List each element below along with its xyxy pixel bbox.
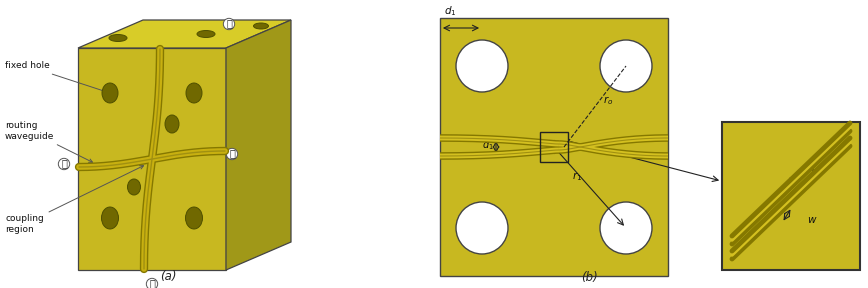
- Bar: [722, 122, 860, 270]
- Text: ③: ③: [226, 20, 232, 29]
- Polygon shape: [226, 20, 291, 270]
- Text: $r_1$: $r_1$: [572, 170, 582, 183]
- Bar: [440, 18, 668, 276]
- Text: coupling
region: coupling region: [5, 166, 143, 234]
- Polygon shape: [78, 20, 291, 48]
- Ellipse shape: [165, 115, 179, 133]
- Text: ②: ②: [229, 149, 235, 158]
- Text: $d_1$: $d_1$: [483, 138, 494, 152]
- Circle shape: [456, 202, 508, 254]
- Ellipse shape: [253, 23, 268, 29]
- Text: $d_2$: $d_2$: [555, 140, 567, 154]
- Ellipse shape: [186, 83, 202, 103]
- Text: $l$: $l$: [810, 166, 815, 178]
- Text: routing
waveguide: routing waveguide: [5, 121, 93, 162]
- Text: (b): (b): [581, 271, 597, 284]
- Polygon shape: [78, 48, 226, 270]
- Text: fixed hole: fixed hole: [5, 62, 106, 92]
- Ellipse shape: [197, 31, 215, 37]
- Ellipse shape: [109, 35, 127, 41]
- Bar: [540, 132, 568, 162]
- Circle shape: [456, 40, 508, 92]
- Text: ④: ④: [61, 160, 67, 168]
- Ellipse shape: [186, 207, 202, 229]
- Ellipse shape: [102, 83, 118, 103]
- Text: $d_1$: $d_1$: [444, 4, 457, 18]
- Text: ①: ①: [149, 279, 155, 288]
- Circle shape: [600, 40, 652, 92]
- Text: (a): (a): [160, 270, 176, 283]
- Ellipse shape: [102, 207, 119, 229]
- Text: $r_o$: $r_o$: [603, 94, 614, 107]
- Circle shape: [600, 202, 652, 254]
- Text: $w$: $w$: [807, 215, 818, 225]
- Ellipse shape: [128, 179, 141, 195]
